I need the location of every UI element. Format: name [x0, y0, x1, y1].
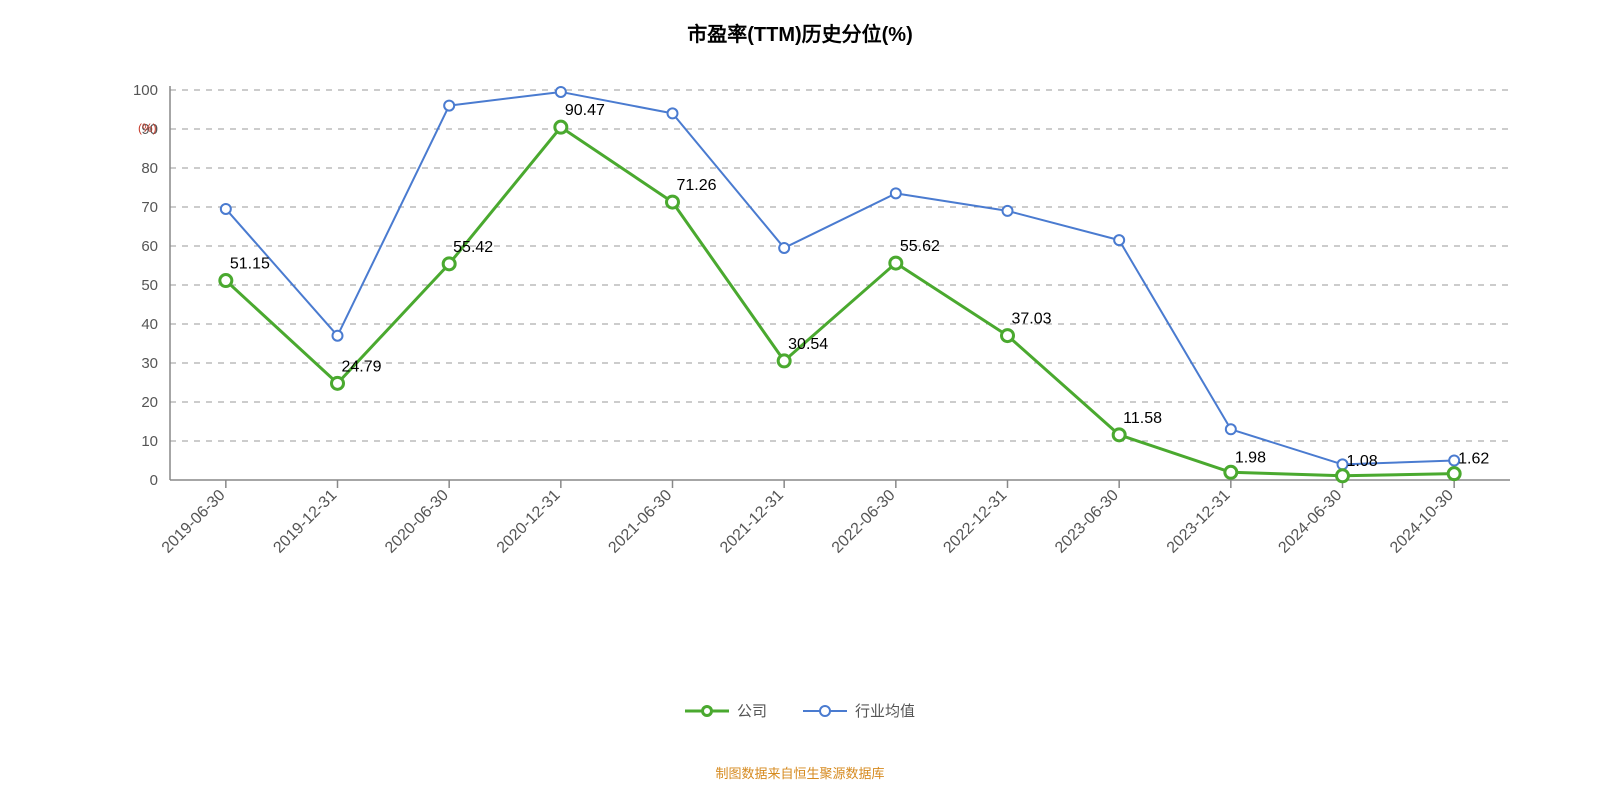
series-marker	[1114, 235, 1124, 245]
x-tick-label-group: 2020-06-30	[382, 487, 452, 557]
data-label: 11.58	[1123, 410, 1162, 427]
series-marker	[221, 204, 231, 214]
legend-marker	[803, 703, 847, 719]
series-marker	[890, 257, 902, 269]
data-label: 90.47	[565, 102, 605, 119]
legend-item: 公司	[685, 700, 767, 721]
series-marker	[668, 108, 678, 118]
y-tick-label: 40	[141, 316, 158, 333]
data-label: 1.08	[1347, 453, 1378, 470]
series-marker	[778, 355, 790, 367]
data-label: 71.26	[677, 177, 717, 194]
series-marker	[333, 331, 343, 341]
chart-title: 市盈率(TTM)历史分位(%)	[0, 18, 1600, 47]
y-tick-label: 30	[141, 355, 158, 372]
chart-root: 市盈率(TTM)历史分位(%) (%) 01020304050607080901…	[0, 0, 1600, 800]
x-tick-label: 2021-06-30	[605, 487, 675, 557]
series-marker	[1448, 468, 1460, 480]
x-tick-label-group: 2021-12-31	[717, 487, 787, 557]
y-axis-unit-label: (%)	[138, 121, 157, 135]
series-marker	[555, 121, 567, 133]
x-tick-label: 2019-12-31	[270, 487, 340, 557]
legend-marker	[685, 703, 729, 719]
legend-item: 行业均值	[803, 700, 915, 721]
x-tick-label: 2023-12-31	[1164, 487, 1234, 557]
series-marker	[1003, 206, 1013, 216]
x-tick-label-group: 2020-12-31	[494, 487, 564, 557]
x-tick-label: 2024-10-30	[1387, 487, 1457, 557]
chart-svg: 01020304050607080901002019-06-302019-12-…	[0, 0, 1600, 800]
series-marker	[443, 258, 455, 270]
y-tick-label: 70	[141, 199, 158, 216]
x-tick-label: 2020-12-31	[494, 487, 564, 557]
data-label: 30.54	[788, 336, 828, 353]
data-label: 1.98	[1235, 449, 1266, 466]
x-tick-label: 2019-06-30	[159, 487, 229, 557]
data-label: 1.62	[1458, 451, 1489, 468]
y-tick-label: 80	[141, 160, 158, 177]
y-tick-label: 20	[141, 394, 158, 411]
x-tick-label: 2022-06-30	[829, 487, 899, 557]
legend: 公司 行业均值	[0, 700, 1600, 723]
attribution-text: 制图数据来自恒生聚源数据库	[0, 763, 1600, 782]
data-label: 37.03	[1012, 311, 1052, 328]
x-tick-label-group: 2021-06-30	[605, 487, 675, 557]
x-tick-label-group: 2023-12-31	[1164, 487, 1234, 557]
x-tick-label: 2022-12-31	[940, 487, 1010, 557]
series-marker	[444, 101, 454, 111]
x-tick-label-group: 2024-10-30	[1387, 487, 1457, 557]
x-tick-label: 2023-06-30	[1052, 487, 1122, 557]
x-tick-label-group: 2024-06-30	[1275, 487, 1345, 557]
series-line-公司	[226, 127, 1454, 476]
data-label: 24.79	[342, 358, 382, 375]
y-tick-label: 0	[150, 472, 158, 489]
x-tick-label-group: 2019-12-31	[270, 487, 340, 557]
series-marker	[556, 87, 566, 97]
y-tick-label: 50	[141, 277, 158, 294]
series-marker	[1225, 466, 1237, 478]
series-marker	[667, 196, 679, 208]
data-label: 51.15	[230, 256, 270, 273]
x-tick-label-group: 2022-12-31	[940, 487, 1010, 557]
series-marker	[220, 275, 232, 287]
y-tick-label: 100	[133, 82, 158, 99]
x-tick-label: 2024-06-30	[1275, 487, 1345, 557]
series-marker	[1337, 470, 1349, 482]
data-label: 55.62	[900, 238, 940, 255]
series-line-行业均值	[226, 92, 1454, 464]
y-tick-label: 10	[141, 433, 158, 450]
series-marker	[1113, 429, 1125, 441]
x-tick-label: 2021-12-31	[717, 487, 787, 557]
x-tick-label-group: 2022-06-30	[829, 487, 899, 557]
series-marker	[1002, 330, 1014, 342]
series-marker	[779, 243, 789, 253]
legend-label: 行业均值	[855, 700, 915, 721]
x-tick-label: 2020-06-30	[382, 487, 452, 557]
data-label: 55.42	[453, 239, 493, 256]
series-marker	[332, 377, 344, 389]
y-tick-label: 60	[141, 238, 158, 255]
x-tick-label-group: 2023-06-30	[1052, 487, 1122, 557]
series-marker	[891, 188, 901, 198]
legend-label: 公司	[737, 700, 767, 721]
x-tick-label-group: 2019-06-30	[159, 487, 229, 557]
series-marker	[1226, 424, 1236, 434]
